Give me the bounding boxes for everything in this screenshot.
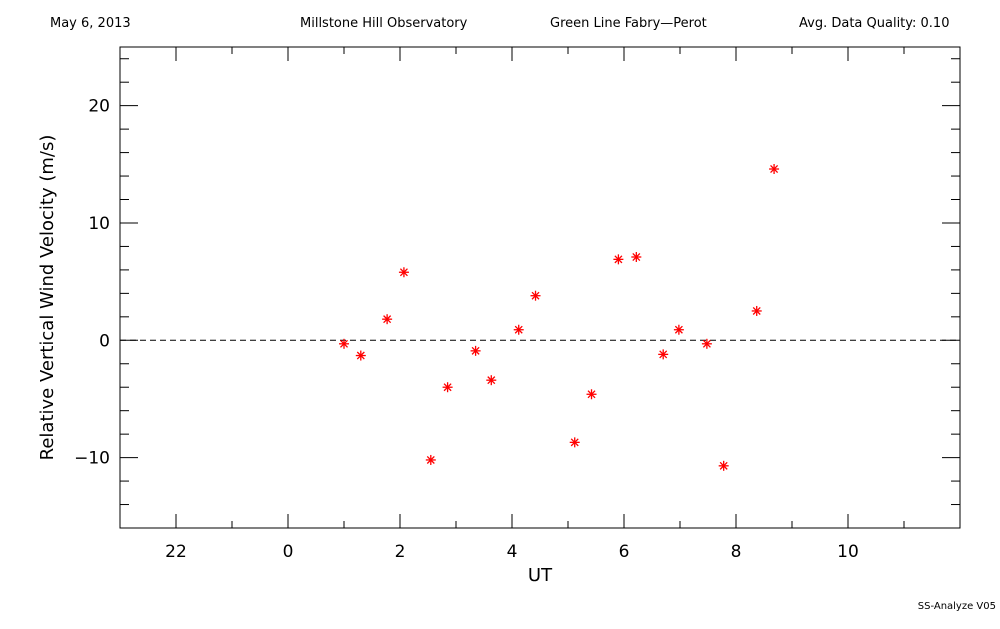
data-point — [470, 345, 481, 356]
data-point — [398, 267, 409, 278]
x-tick-label: 22 — [165, 542, 187, 562]
asterisk-stroke — [632, 253, 641, 261]
x-axis-label: UT — [528, 565, 553, 586]
asterisk-stroke — [514, 325, 523, 334]
data-point — [751, 305, 762, 316]
x-tick-label: 2 — [395, 542, 406, 562]
asterisk-stroke — [356, 351, 365, 360]
data-point — [442, 382, 453, 393]
data-point — [658, 349, 669, 360]
asterisk-stroke — [487, 376, 496, 385]
observatory-label: Millstone Hill Observatory — [300, 16, 468, 31]
asterisk-stroke — [674, 325, 683, 334]
data-quality-label: Avg. Data Quality: 0.10 — [799, 16, 950, 31]
asterisk-stroke — [659, 350, 668, 359]
data-point — [339, 338, 349, 349]
x-tick-label: 4 — [507, 542, 518, 562]
asterisk-stroke — [570, 438, 579, 447]
asterisk-stroke — [587, 390, 596, 399]
asterisk-stroke — [426, 455, 435, 464]
x-tick-label: 10 — [837, 542, 859, 562]
data-point — [769, 164, 780, 175]
data-point — [701, 338, 712, 349]
data-point — [382, 314, 393, 325]
version-label: SS-Analyze V05 — [917, 601, 996, 612]
x-tick-label: 6 — [619, 542, 630, 562]
x-tick-label: 8 — [731, 542, 742, 562]
data-point — [513, 324, 524, 335]
axis-ticks — [119, 47, 961, 529]
data-point — [530, 290, 541, 301]
asterisk-stroke — [471, 346, 480, 355]
data-point — [631, 251, 642, 262]
instrument-label: Green Line Fabry—Perot — [550, 16, 707, 31]
asterisk-stroke — [719, 461, 728, 470]
asterisk-stroke — [702, 339, 711, 348]
y-tick-label: −10 — [74, 449, 110, 469]
plot-frame — [119, 46, 961, 529]
y-tick-label: 20 — [88, 97, 110, 117]
tick-labels: 22 0 2 4 6 8 10 −10 0 10 20 — [74, 97, 859, 562]
data-point — [586, 389, 597, 400]
asterisk-stroke — [399, 268, 408, 277]
asterisk-stroke — [443, 383, 452, 392]
y-tick-label: 10 — [88, 214, 110, 234]
data-point — [613, 254, 624, 265]
asterisk-stroke — [770, 165, 779, 174]
data-point — [673, 324, 684, 335]
x-tick-label: 0 — [283, 542, 294, 562]
asterisk-stroke — [614, 255, 623, 264]
asterisk-stroke — [340, 339, 348, 348]
asterisk-stroke — [531, 291, 540, 300]
date-label: May 6, 2013 — [50, 16, 131, 31]
data-point — [569, 437, 580, 448]
data-points — [339, 164, 780, 471]
asterisk-stroke — [752, 306, 761, 315]
data-point — [718, 460, 729, 471]
data-point — [425, 454, 436, 465]
y-tick-label: 0 — [99, 331, 110, 351]
asterisk-stroke — [383, 315, 392, 324]
data-point — [355, 350, 366, 361]
data-point — [486, 375, 497, 386]
y-axis-label: Relative Vertical Wind Velocity (m/s) — [37, 135, 58, 461]
